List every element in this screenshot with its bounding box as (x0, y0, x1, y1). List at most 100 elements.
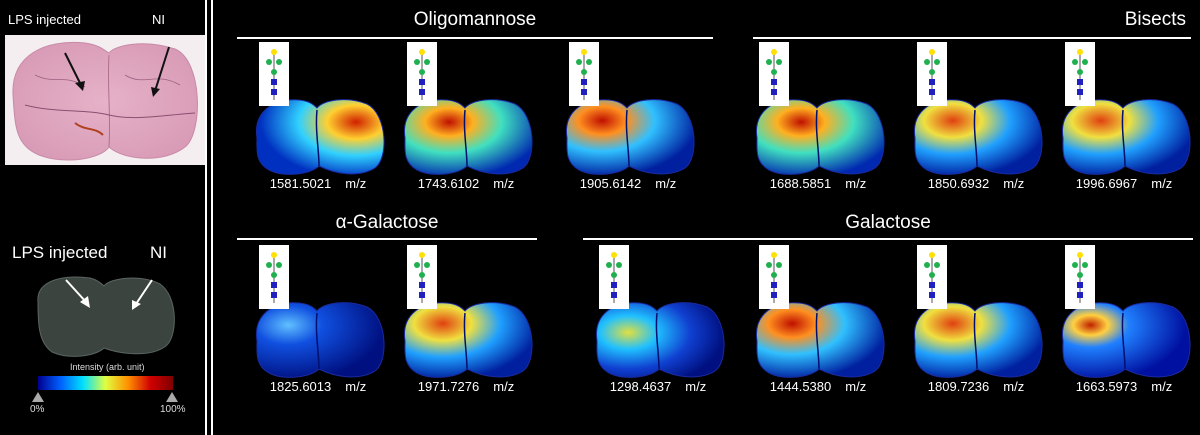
mz-value: 1298.4637 (609, 379, 672, 394)
he-stained-section (5, 35, 205, 165)
mz-value: 1850.6932 (927, 176, 990, 191)
glycan-structure-icon (917, 245, 947, 309)
glycan-structure-icon (259, 245, 289, 309)
midline (315, 312, 320, 370)
mz-value: 1743.6102 (417, 176, 480, 191)
mz-label: 1444.5380 m/z (743, 379, 893, 394)
mz-unit: m/z (845, 176, 867, 191)
brain-section (596, 302, 725, 378)
scale-max-label: 100% (160, 404, 186, 415)
group-divider-galactose (583, 238, 1193, 240)
mz-value: 1581.5021 (269, 176, 332, 191)
msi-tile: 1444.5380 m/z (743, 243, 893, 423)
midline (815, 109, 820, 167)
msi-tile: 1996.6967 m/z (1049, 40, 1199, 220)
mz-unit: m/z (1003, 379, 1025, 394)
he-label-ni: NI (152, 12, 165, 27)
mz-value: 1905.6142 (579, 176, 642, 191)
glycan-structure-icon (759, 245, 789, 309)
scale-min-label: 0% (30, 404, 45, 415)
mz-unit: m/z (685, 379, 707, 394)
brain-section (756, 302, 885, 378)
msi-tile: 1581.5021 m/z (243, 40, 393, 220)
midline (463, 109, 468, 167)
msi-heatmap-image (1062, 302, 1191, 378)
group-divider-alpha-galactose (237, 238, 537, 240)
brain-section (1062, 302, 1191, 378)
brain-section (1062, 99, 1191, 175)
msi-tile: 1743.6102 m/z (391, 40, 541, 220)
scale-title: Intensity (arb. unit) (70, 362, 145, 372)
mz-label: 1663.5973 m/z (1049, 379, 1199, 394)
mz-unit: m/z (345, 176, 367, 191)
mz-unit: m/z (1151, 176, 1173, 191)
mz-value: 1688.5851 (769, 176, 832, 191)
group-title-oligomannose: Oligomannose (413, 9, 537, 30)
midline (973, 109, 978, 167)
msi-heatmap-image (914, 99, 1043, 175)
mz-unit: m/z (655, 176, 677, 191)
brain-section (566, 99, 695, 175)
brain-section (404, 99, 533, 175)
group-divider-bisects (753, 37, 1191, 39)
glycan-structure-icon (1065, 42, 1095, 106)
msi-tile: 1663.5973 m/z (1049, 243, 1199, 423)
mz-value: 1809.7236 (927, 379, 990, 394)
msi-heatmap-image (914, 302, 1043, 378)
mz-value: 1971.7276 (417, 379, 480, 394)
midline (463, 312, 468, 370)
glycan-structure-icon (917, 42, 947, 106)
msi-heatmap-image (404, 302, 533, 378)
left-panel: LPS injected NI LPS injected NI (0, 0, 207, 435)
brain-section (756, 99, 885, 175)
mz-label: 1905.6142 m/z (553, 176, 703, 191)
msi-heatmap-image (756, 302, 885, 378)
mz-label: 1688.5851 m/z (743, 176, 893, 191)
msi-tile: 1825.6013 m/z (243, 243, 393, 423)
brain-section (914, 302, 1043, 378)
msi-tile: 1971.7276 m/z (391, 243, 541, 423)
he-section-image (12, 41, 198, 161)
midline (973, 312, 978, 370)
midline (315, 109, 320, 167)
glycan-structure-icon (759, 42, 789, 106)
brain-section (404, 302, 533, 378)
msi-heatmap-image (596, 302, 725, 378)
mz-unit: m/z (493, 379, 515, 394)
midline (1121, 109, 1126, 167)
midline (1121, 312, 1126, 370)
mz-unit: m/z (1003, 176, 1025, 191)
group-divider-oligomannose (237, 37, 713, 39)
msi-heatmap-image (756, 99, 885, 175)
mz-value: 1825.6013 (269, 379, 332, 394)
mz-value: 1663.5973 (1075, 379, 1138, 394)
msi-grey-section (37, 276, 175, 357)
group-title-bisects: Bisects (1124, 9, 1186, 30)
mz-unit: m/z (345, 379, 367, 394)
msi-heatmap-image (404, 99, 533, 175)
mz-label: 1850.6932 m/z (901, 176, 1051, 191)
glycan-structure-icon (569, 42, 599, 106)
glycan-structure-icon (1065, 245, 1095, 309)
scale-markers (32, 392, 178, 402)
msi-tile: 1905.6142 m/z (553, 40, 703, 220)
midline (625, 109, 630, 167)
brain-section (256, 302, 385, 378)
mz-unit: m/z (845, 379, 867, 394)
msi-label-lps: LPS injected (12, 243, 108, 262)
brain-section (256, 99, 385, 175)
intensity-colorbar (38, 376, 173, 390)
msi-tile: 1688.5851 m/z (743, 40, 893, 220)
group-title-galactose: Galactose (845, 212, 931, 233)
mz-label: 1825.6013 m/z (243, 379, 393, 394)
glycan-structure-icon (407, 42, 437, 106)
he-label-lps: LPS injected (8, 12, 81, 27)
msi-heatmap-image (256, 99, 385, 175)
mz-unit: m/z (1151, 379, 1173, 394)
msi-heatmap-image (566, 99, 695, 175)
mz-label: 1809.7236 m/z (901, 379, 1051, 394)
mz-label: 1581.5021 m/z (243, 176, 393, 191)
right-panel: Oligomannose Bisects α-Galactose Galacto… (211, 0, 1200, 435)
mz-value: 1996.6967 (1075, 176, 1138, 191)
msi-tile: 1850.6932 m/z (901, 40, 1051, 220)
